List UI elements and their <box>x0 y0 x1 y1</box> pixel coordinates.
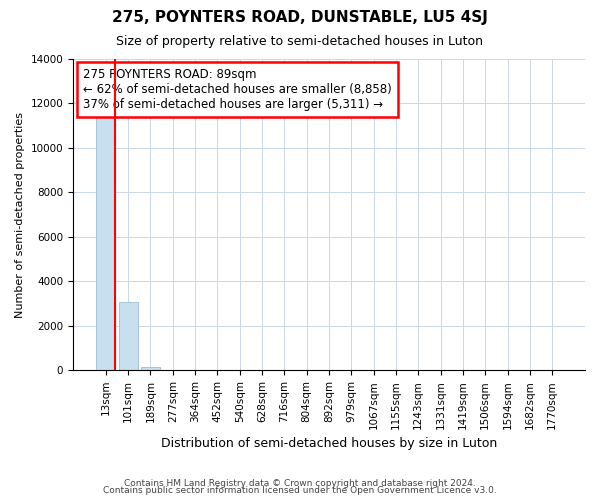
Bar <box>119 302 137 370</box>
Bar <box>141 367 160 370</box>
Text: Contains HM Land Registry data © Crown copyright and database right 2024.: Contains HM Land Registry data © Crown c… <box>124 478 476 488</box>
Y-axis label: Number of semi-detached properties: Number of semi-detached properties <box>15 112 25 318</box>
Bar <box>96 117 115 370</box>
X-axis label: Distribution of semi-detached houses by size in Luton: Distribution of semi-detached houses by … <box>161 437 497 450</box>
Text: Size of property relative to semi-detached houses in Luton: Size of property relative to semi-detach… <box>116 35 484 48</box>
Text: 275, POYNTERS ROAD, DUNSTABLE, LU5 4SJ: 275, POYNTERS ROAD, DUNSTABLE, LU5 4SJ <box>112 10 488 25</box>
Text: 275 POYNTERS ROAD: 89sqm
← 62% of semi-detached houses are smaller (8,858)
37% o: 275 POYNTERS ROAD: 89sqm ← 62% of semi-d… <box>83 68 392 112</box>
Text: Contains public sector information licensed under the Open Government Licence v3: Contains public sector information licen… <box>103 486 497 495</box>
